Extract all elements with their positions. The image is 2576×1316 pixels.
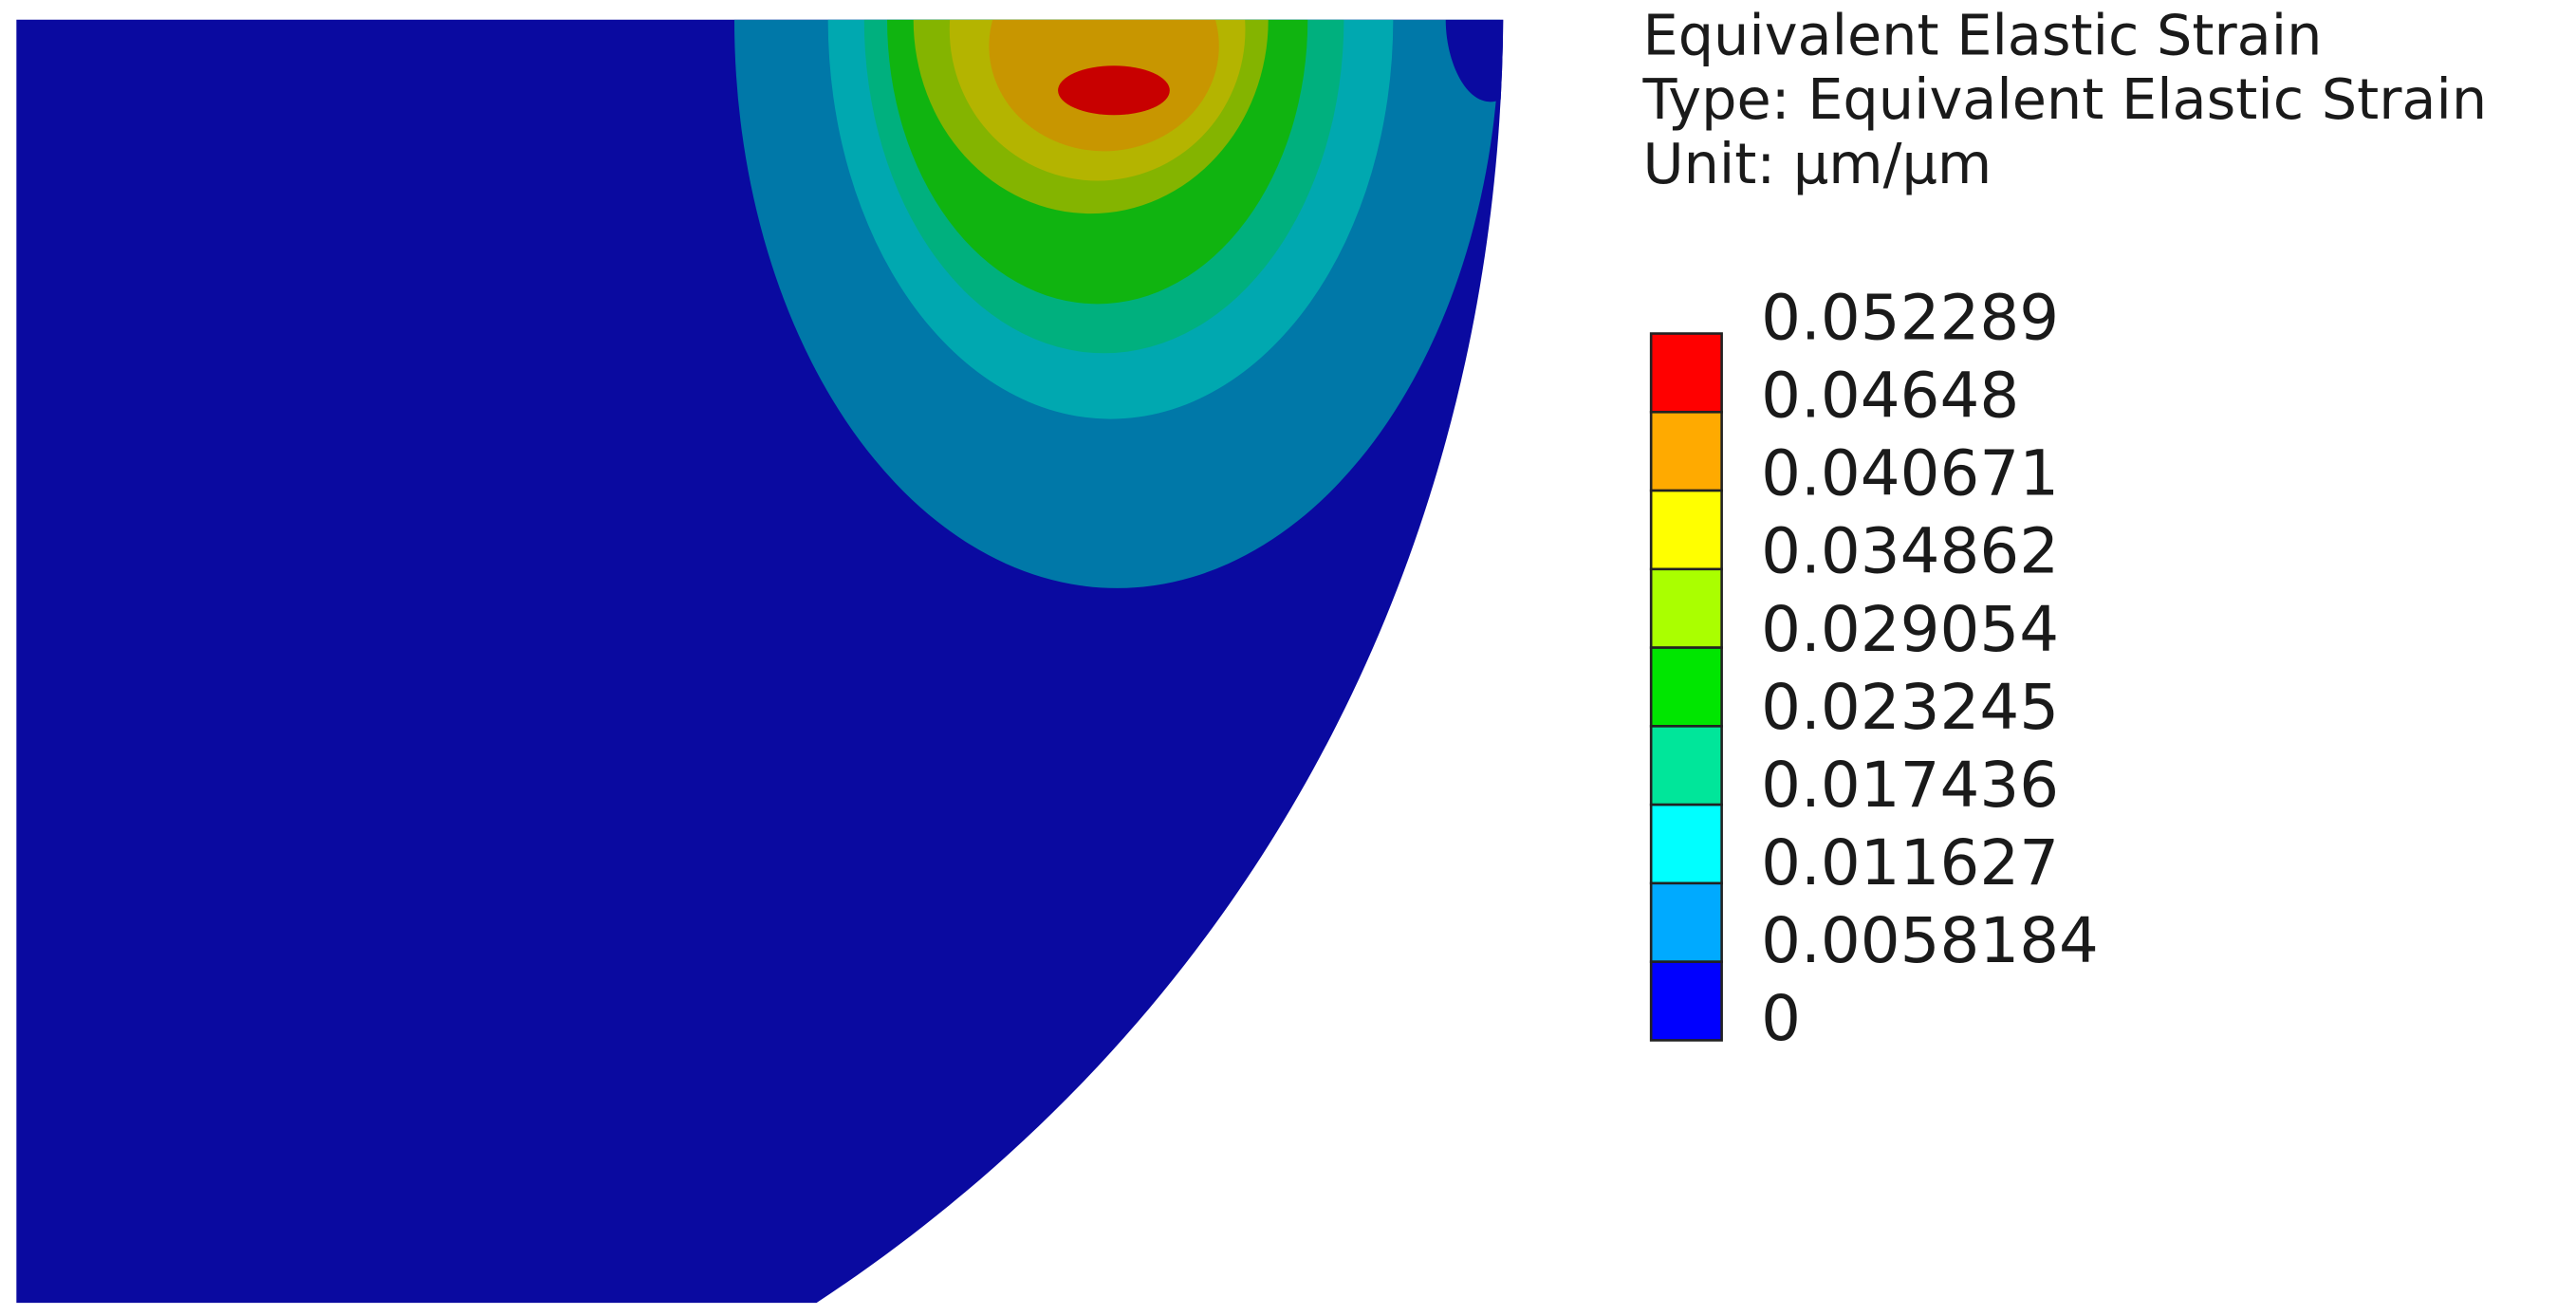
legend-swatch bbox=[1649, 410, 1723, 492]
legend-level: 0.034862 bbox=[1761, 515, 2059, 588]
legend-level: 0.017436 bbox=[1761, 749, 2059, 822]
legend-level: 0.029054 bbox=[1761, 593, 2059, 666]
legend-swatch bbox=[1649, 960, 1723, 1042]
contour-band bbox=[1445, 19, 1504, 102]
legend-level: 0 bbox=[1761, 982, 1801, 1055]
contour-band bbox=[1058, 65, 1170, 116]
legend-swatch bbox=[1649, 567, 1723, 649]
legend-swatch bbox=[1649, 646, 1723, 728]
legend-swatch bbox=[1649, 489, 1723, 571]
legend-title: Equivalent Elastic Strain bbox=[1643, 3, 2323, 68]
legend-swatch bbox=[1649, 332, 1723, 414]
legend-level: 0.0058184 bbox=[1761, 904, 2099, 977]
legend-swatch bbox=[1649, 881, 1723, 963]
legend-level: 0.04648 bbox=[1761, 360, 2019, 433]
legend-level: 0.040671 bbox=[1761, 437, 2059, 510]
legend-title: Type: Equivalent Elastic Strain bbox=[1642, 66, 2488, 132]
legend-level: 0.023245 bbox=[1761, 671, 2059, 744]
legend-level: 0.052289 bbox=[1761, 281, 2059, 354]
legend-title: Unit: µm/µm bbox=[1643, 131, 1992, 196]
legend-level: 0.011627 bbox=[1761, 826, 2059, 899]
contour-plot bbox=[16, 19, 1504, 1304]
legend-swatch bbox=[1649, 803, 1723, 885]
legend-swatch bbox=[1649, 725, 1723, 806]
